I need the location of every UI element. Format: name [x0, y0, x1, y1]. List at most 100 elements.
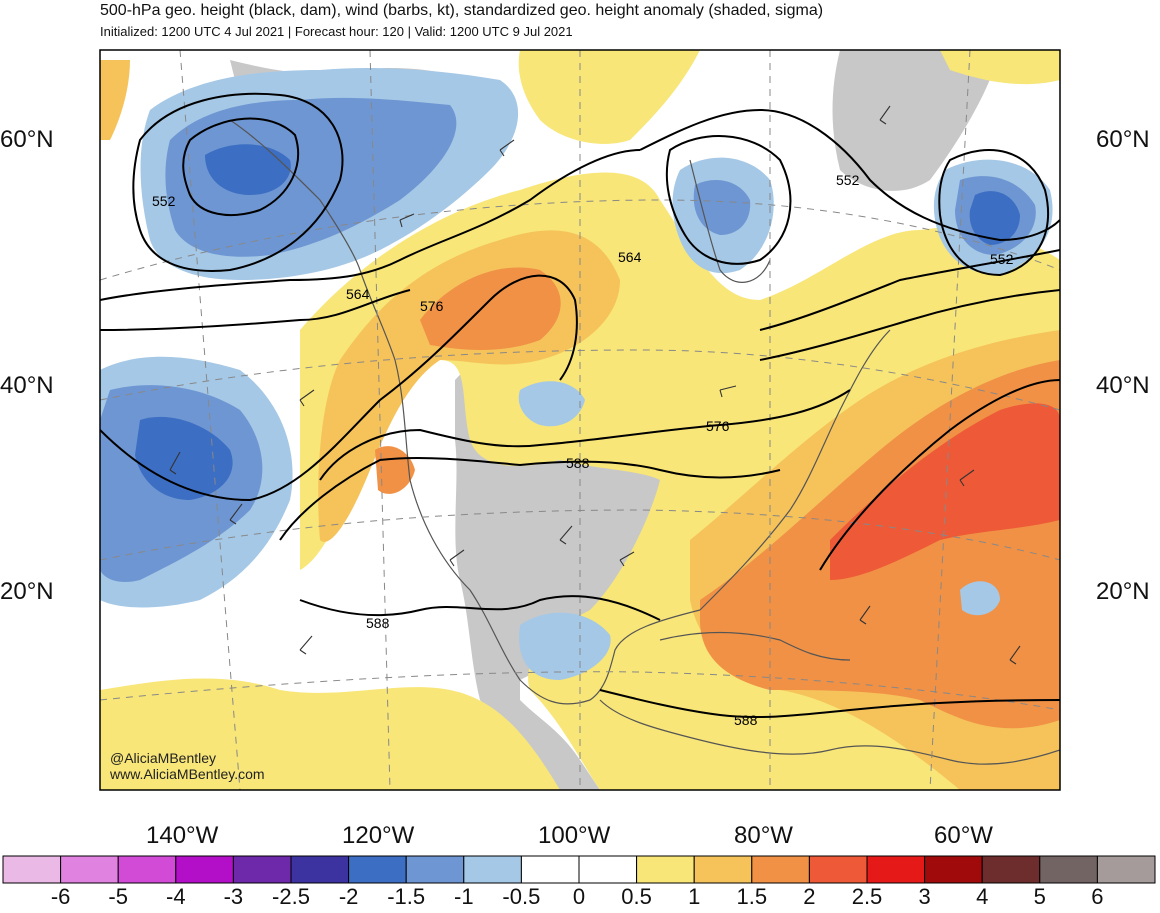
- colorbar-tick-label: -4: [166, 884, 186, 909]
- colorbar-tick-label: 1: [688, 884, 701, 909]
- anomaly-neg-1.5-2-pacific: [135, 416, 233, 500]
- colorbar-swatch: [1039, 855, 1098, 884]
- anomaly-1-1.5-west: [100, 60, 130, 140]
- contour-576-ne: [759, 289, 1060, 361]
- colorbar-tick-label: 0.5: [621, 884, 652, 909]
- contour-552-gulf-low: [182, 117, 300, 216]
- colorbar-tick-label: -1.5: [387, 884, 426, 909]
- contour-588-south: [299, 595, 661, 621]
- lat-label-right: 40°N: [1096, 372, 1150, 399]
- colorbar-tick-label: -0.5: [502, 884, 541, 909]
- lon-label: 100°W: [538, 822, 611, 849]
- contour-564-ne: [759, 249, 1060, 331]
- colorbar-swatch: [175, 855, 234, 884]
- colorbar-swatch: [117, 855, 177, 884]
- contour-588-caribbean: [599, 689, 1060, 719]
- colorbar-tick-label: -5: [108, 884, 128, 909]
- anomaly-0.5-1-ne: [940, 50, 1060, 85]
- contour-label: 576: [706, 418, 730, 434]
- colorbar-tick-label: -2: [338, 884, 359, 909]
- anomaly-neg-1.5-2-labrador: [969, 191, 1020, 245]
- lat-label-right: 20°N: [1096, 578, 1150, 605]
- anomaly-neg-1-1.5-gulf: [165, 97, 457, 257]
- contour-576-mid: [319, 389, 851, 481]
- anomaly-2-2.5: [830, 403, 1060, 580]
- anomaly-1.5-2: [420, 267, 561, 350]
- contour-label: 564: [618, 249, 642, 265]
- lat-label-left: 20°N: [0, 578, 54, 605]
- contour-564-south: [100, 289, 411, 331]
- contour-label: 564: [346, 286, 370, 302]
- anomaly-neg-0.5-1-mexico: [519, 612, 611, 680]
- lat-label-left: 60°N: [0, 126, 54, 153]
- credit-handle: @AliciaMBentley: [110, 750, 217, 766]
- anomaly-neg-1-1.5-hudson: [693, 180, 751, 235]
- colorbar-swatch: [348, 855, 407, 884]
- lon-label: 120°W: [342, 822, 415, 849]
- contour-552-labrador: [938, 149, 1049, 277]
- anomaly-neg-0.5-1-atlantic: [960, 581, 1000, 616]
- coastline-layer: [229, 119, 1060, 765]
- colorbar-swatch: [808, 855, 868, 884]
- contour-564-north: [100, 149, 641, 301]
- anomaly-0.5-1-pacific: [100, 678, 560, 790]
- colorbar-swatch: [520, 855, 580, 884]
- contour-588-atlantic: [819, 379, 1060, 571]
- contour-label: 588: [366, 615, 390, 631]
- colorbar-swatch: [1096, 855, 1156, 884]
- contour-label: 552: [990, 251, 1014, 267]
- positive-anomaly-layer: [100, 50, 1060, 790]
- colorbar-tick-label: -1: [454, 884, 474, 909]
- colorbar-swatch: [578, 855, 638, 884]
- map-title: 500-hPa geo. height (black, dam), wind (…: [100, 2, 824, 19]
- contour-564-east: [639, 108, 1060, 242]
- colorbar-swatch: [60, 855, 119, 884]
- colorbar-swatch: [405, 855, 465, 884]
- credit-website: www.AliciaMBentley.com: [110, 766, 265, 782]
- colorbar-tick-label: 5: [1033, 884, 1046, 909]
- colorbar-swatch: [636, 855, 695, 884]
- colorbar-swatch: [290, 855, 350, 884]
- colorbar-swatch: [924, 855, 983, 884]
- colorbar-tick-label: 1.5: [736, 884, 768, 909]
- colorbar-tick-label: 2.5: [851, 884, 883, 909]
- map-panel: [100, 50, 1060, 790]
- lon-label: 60°W: [934, 822, 993, 849]
- wind-barbs-layer: [169, 105, 1021, 665]
- colorbar-tick-label: -3: [223, 884, 244, 909]
- graticule-layer: [100, 50, 1060, 790]
- contour-label: 552: [152, 193, 176, 209]
- colorbar-swatch: [232, 855, 292, 884]
- contour-label: 552: [836, 172, 860, 188]
- map-frame: [99, 49, 1061, 791]
- contour-576-west: [100, 274, 578, 502]
- colorbar-tick-label: 4: [976, 884, 989, 909]
- contour-label: 576: [420, 298, 444, 314]
- colorbar-swatch: [866, 855, 926, 884]
- anomaly-0.5-1-north: [518, 50, 700, 144]
- contour-label: 588: [566, 455, 590, 471]
- anomaly-neg-0.5-1-plains: [518, 381, 585, 427]
- lon-label: 80°W: [734, 822, 793, 849]
- colorbar-swatch: [693, 855, 753, 884]
- contour-label: 588: [734, 712, 758, 728]
- lon-label: 140°W: [146, 822, 219, 849]
- colorbar-tick-label: 6: [1091, 884, 1104, 909]
- negative-anomaly-layer: [100, 68, 1053, 680]
- colorbar-tick-label: 0: [572, 884, 586, 909]
- colorbar-swatch: [751, 855, 810, 884]
- lat-label-right: 60°N: [1096, 126, 1150, 153]
- map-subtitle: Initialized: 1200 UTC 4 Jul 2021 | Forec…: [100, 24, 573, 39]
- colorbar-swatch: [981, 855, 1041, 884]
- contour-588-main: [279, 456, 781, 541]
- anomaly-neg-1.5-2-gulf: [205, 144, 291, 195]
- colorbar-swatch: [463, 855, 522, 884]
- colorbar: [2, 855, 1156, 884]
- colorbar-tick-label: -6: [50, 884, 71, 909]
- height-contour-layer: [100, 92, 1060, 719]
- colorbar-tick-label: -2.5: [272, 884, 310, 909]
- colorbar-tick-label: 3: [918, 884, 931, 909]
- colorbar-swatch: [2, 855, 62, 884]
- lat-label-left: 40°N: [0, 372, 54, 399]
